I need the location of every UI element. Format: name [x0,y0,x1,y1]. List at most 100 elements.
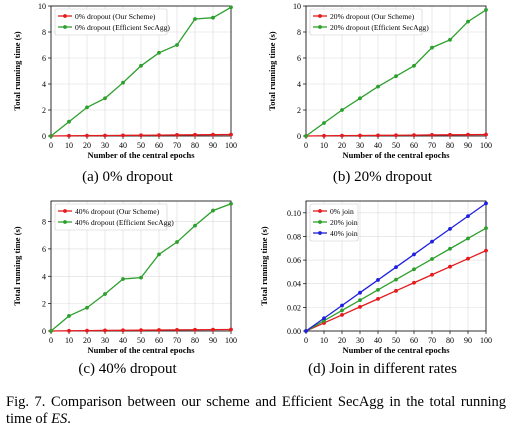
data-point [85,305,89,310]
data-point [412,133,416,137]
data-point [340,108,344,112]
data-point [466,256,470,261]
y-tick-label: 10 [38,2,46,11]
data-point [85,105,89,110]
data-point [85,328,89,333]
legend-label: 40% dropout (Our Scheme) [75,207,160,216]
data-point [49,134,53,138]
x-tick-label: 10 [65,336,73,345]
x-axis-label: Number of the central epochs [342,150,450,160]
x-tick-label: 60 [155,141,163,150]
data-point [304,134,308,138]
x-tick-label: 50 [392,336,400,345]
x-tick-label: 60 [410,336,418,345]
data-point [376,296,380,301]
data-point [175,43,179,47]
y-tick-label: 0.06 [287,256,301,265]
data-point [466,214,470,219]
data-point [49,329,53,333]
data-point [340,308,344,313]
legend-swatch-marker [63,25,67,29]
data-point [484,226,488,231]
subcaption-a: (a) 0% dropout [82,169,173,185]
data-point [103,292,107,296]
legend-label: 20% dropout (Efficient SecAgg) [330,23,429,32]
legend-label: 40% join [330,229,358,238]
legend-label: 0% dropout (Our Scheme) [75,12,156,21]
x-tick-label: 30 [101,141,109,150]
data-point [193,17,197,21]
data-point [394,277,398,282]
legend-swatch-marker [63,14,67,18]
data-point [466,132,470,137]
data-point [412,267,416,272]
data-point [229,5,233,10]
x-tick-label: 100 [480,141,492,150]
subcaption-d: (d) Join in different rates [308,361,457,377]
data-point [394,133,398,138]
data-point [67,119,71,124]
x-tick-label: 80 [191,336,199,345]
x-tick-label: 100 [225,336,237,345]
legend-swatch-marker [318,209,322,213]
data-point [322,121,326,125]
chart-panel-b: 0 10 20 30 40 50 60 70 80 90 100 0 2 4 6 8 10 20% dropout… [255,0,510,186]
data-point [340,303,344,308]
subcaption-b: (b) 20% dropout [332,169,433,185]
subcaption-c: (c) 40% dropout [78,361,177,377]
data-point [229,201,233,206]
data-point [139,275,143,280]
chart-svg: 0 10 20 30 40 50 60 70 80 90 100 0 2 4 6 8 40% dropout (… [12,200,237,355]
data-point [340,313,344,317]
y-tick-label: 0.08 [287,232,301,241]
x-axis-label: Number of the central epochs [342,345,450,355]
x-tick-label: 70 [173,141,181,150]
x-tick-label: 100 [225,141,237,150]
legend-swatch-marker [318,220,322,224]
data-point [157,50,161,55]
data-point [376,287,380,292]
data-point [358,290,362,295]
data-point [394,288,398,293]
data-point [175,328,179,332]
data-point [193,223,197,228]
data-point [394,265,398,270]
data-point [121,80,125,85]
y-tick-label: 10 [293,2,301,11]
data-point [430,45,434,50]
data-point [193,327,197,332]
x-tick-label: 0 [49,141,53,150]
data-point [67,133,71,138]
y-tick-label: 6 [42,54,46,63]
data-point [376,133,380,138]
data-point [412,280,416,285]
x-tick-label: 60 [155,336,163,345]
data-point [229,327,233,332]
data-point [448,246,452,251]
data-point [211,132,215,137]
y-tick-label: 0 [297,132,301,141]
y-tick-label: 4 [297,80,301,89]
data-point [484,7,488,12]
data-point [448,37,452,42]
caption-es: ES [51,411,68,427]
legend-label: 40% dropout (Efficient SecAgg) [75,218,174,227]
data-point [430,239,434,244]
x-tick-label: 0 [304,141,308,150]
x-tick-label: 80 [446,141,454,150]
legend-swatch-marker [318,231,322,235]
x-tick-label: 60 [410,141,418,150]
data-point [193,132,197,137]
x-tick-label: 10 [320,336,328,345]
x-tick-label: 90 [209,336,217,345]
legend-swatch-marker [318,14,322,18]
data-point [175,133,179,137]
y-tick-label: 6 [42,245,46,254]
legend-label: 20% dropout (Our Scheme) [330,12,415,21]
legend-label: 0% join [330,207,354,216]
data-point [103,96,107,101]
data-point [157,133,161,137]
caption-end: . [67,411,71,427]
data-point [211,327,215,332]
y-tick-label: 0.04 [287,280,301,289]
